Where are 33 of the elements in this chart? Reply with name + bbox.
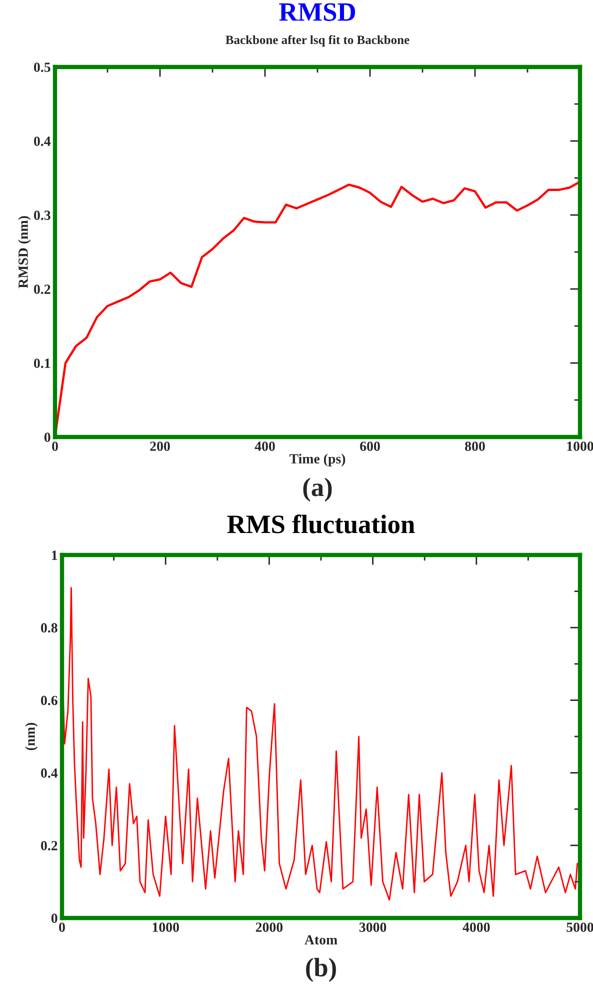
y-tick-label: 0.8 <box>41 623 58 633</box>
x-tick-label: 4000 <box>462 922 490 932</box>
y-tick-label: 0.5 <box>34 62 50 72</box>
x-tick-label: 5000 <box>566 922 593 932</box>
y-axis-title: (nm) <box>25 722 38 750</box>
y-tick-label: 1 <box>52 550 58 560</box>
chart-title: RMS fluctuation <box>227 514 415 534</box>
x-tick-label: 0 <box>59 922 65 932</box>
y-tick-label: 0.4 <box>41 768 58 778</box>
y-axis-title: RMSD (nm) <box>18 216 31 288</box>
y-tick-label: 0.1 <box>34 358 50 368</box>
x-axis-title: Atom <box>304 935 338 945</box>
y-tick-label: 0 <box>44 432 50 442</box>
x-tick-label: 2000 <box>256 922 283 932</box>
chart-subtitle: Backbone after lsq fit to Backbone <box>226 35 410 47</box>
x-tick-label: 800 <box>465 442 485 451</box>
x-tick-label: 400 <box>254 442 275 451</box>
chart-title: RMSD <box>279 3 356 21</box>
text: (a) <box>303 478 332 502</box>
x-tick-label: 1000 <box>567 442 593 451</box>
y-tick-label: 0.4 <box>34 136 51 146</box>
x-tick-label: 3000 <box>359 922 386 932</box>
text: (b) <box>306 958 336 982</box>
y-tick-label: 0.2 <box>34 284 50 294</box>
x-tick-label: 600 <box>360 442 380 451</box>
y-tick-label: 0.6 <box>41 696 58 706</box>
x-axis-title: Time (ps) <box>289 454 346 466</box>
y-tick-label: 0.3 <box>34 210 50 220</box>
y-tick-label: 0 <box>51 914 58 923</box>
x-tick-label: 200 <box>150 442 170 451</box>
y-tick-label: 0.2 <box>41 840 58 850</box>
line-series <box>62 586 578 901</box>
x-tick-label: 1000 <box>152 922 179 932</box>
